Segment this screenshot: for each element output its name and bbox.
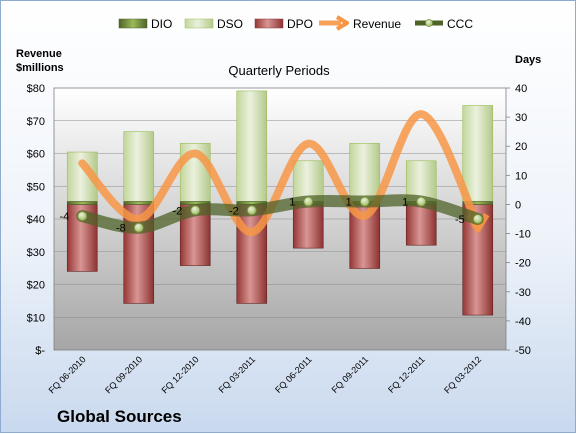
left-tick-label: $20 xyxy=(27,280,45,292)
left-axis-ticks: $- $10 $20 $30 $40 $50 $60 $70 $80 xyxy=(27,83,46,357)
right-tick-label: 0 xyxy=(515,199,521,211)
left-axis-title-line2: $millions xyxy=(16,62,64,74)
right-tick-label: -20 xyxy=(515,258,531,270)
dso-bar xyxy=(292,160,324,202)
left-tick-label: $70 xyxy=(27,116,45,128)
right-tick-label: -30 xyxy=(515,287,531,299)
legend-dpo-label: DPO xyxy=(287,17,313,31)
x-axis-label: FQ 09-2010 xyxy=(103,354,144,395)
right-tick-label: -10 xyxy=(515,229,531,241)
right-tick-label: 10 xyxy=(515,170,527,182)
legend-dso: DSO xyxy=(184,17,243,31)
dso-bar xyxy=(236,90,268,202)
left-tick-label: $80 xyxy=(27,83,45,95)
x-axis-label: FQ 03-2011 xyxy=(217,354,258,395)
ccc-data-label: -8 xyxy=(116,223,126,235)
ccc-data-label: -2 xyxy=(172,205,182,217)
left-tick-label: $30 xyxy=(27,247,45,259)
x-axis-label: FQ 03-2012 xyxy=(442,354,483,395)
legend-revenue: Revenue xyxy=(319,15,401,31)
legend-dio-label: DIO xyxy=(151,17,172,31)
ccc-point xyxy=(416,196,427,207)
ccc-data-label: -2 xyxy=(229,205,239,217)
legend-dpo: DPO xyxy=(254,17,313,31)
right-axis-title: Days xyxy=(515,54,541,66)
dpo-bar xyxy=(405,204,437,246)
x-axis-label: FQ 12-2010 xyxy=(160,354,201,395)
right-tick-label: -40 xyxy=(515,316,531,328)
dso-bar xyxy=(123,131,155,202)
ccc-data-label: 1 xyxy=(346,197,352,209)
ccc-data-label: -5 xyxy=(455,214,465,226)
left-tick-label: $50 xyxy=(27,181,45,193)
x-axis-labels: FQ 06-2010 FQ 09-2010 FQ 12-2010 FQ 03-2011… xyxy=(47,354,484,395)
ccc-point xyxy=(359,196,370,207)
legend-ccc-label: CCC xyxy=(447,17,473,31)
ccc-point xyxy=(133,222,144,233)
legend-dso-label: DSO xyxy=(217,17,243,31)
x-axis-label: FQ 09-2011 xyxy=(330,354,371,395)
left-tick-label: $- xyxy=(35,345,45,357)
ccc-data-label: -4 xyxy=(59,211,69,223)
ccc-point xyxy=(472,214,483,224)
ccc-point xyxy=(246,205,257,216)
left-axis-title-line1: Revenue xyxy=(16,48,62,60)
legend-ccc: CCC xyxy=(415,17,473,31)
left-tick-label: $40 xyxy=(27,214,45,226)
dpo-bar xyxy=(292,204,324,249)
right-tick-label: 30 xyxy=(515,112,527,124)
x-axis-label: FQ 06-2010 xyxy=(47,354,88,395)
ccc-data-label: 1 xyxy=(402,197,408,209)
legend-revenue-label: Revenue xyxy=(353,17,401,31)
dso-bar xyxy=(462,105,494,202)
right-axis-ticks: -50 -40 -30 -20 -10 0 10 20 30 40 xyxy=(506,83,531,357)
dio-bar xyxy=(462,201,494,205)
right-tick-label: -50 xyxy=(515,345,531,357)
right-tick-label: 20 xyxy=(515,141,527,153)
ccc-point xyxy=(190,205,201,216)
right-tick-label: 40 xyxy=(515,83,527,95)
revenue-line-path xyxy=(78,110,482,237)
chart-title: Quarterly Periods xyxy=(228,63,330,78)
dio-bar xyxy=(66,201,98,205)
ccc-point xyxy=(77,211,88,222)
x-axis-label: FQ 12-2011 xyxy=(386,354,427,395)
x-axis-label: FQ 06-2011 xyxy=(273,354,314,395)
legend: DIO DSO DPO Revenue CCC xyxy=(118,15,473,31)
left-tick-label: $60 xyxy=(27,149,45,161)
left-tick-label: $10 xyxy=(27,312,45,324)
legend-dio: DIO xyxy=(118,17,172,31)
ccc-data-labels: -4 -8 -2 -2 1 1 1 -5 xyxy=(59,197,464,235)
dso-bar xyxy=(349,143,381,202)
company-name: Global Sources xyxy=(57,407,182,426)
ccc-data-label: 1 xyxy=(289,197,295,209)
dso-bars xyxy=(66,90,494,202)
ccc-point xyxy=(303,196,314,207)
ccc-line xyxy=(76,194,484,234)
dio-bar xyxy=(123,201,155,205)
